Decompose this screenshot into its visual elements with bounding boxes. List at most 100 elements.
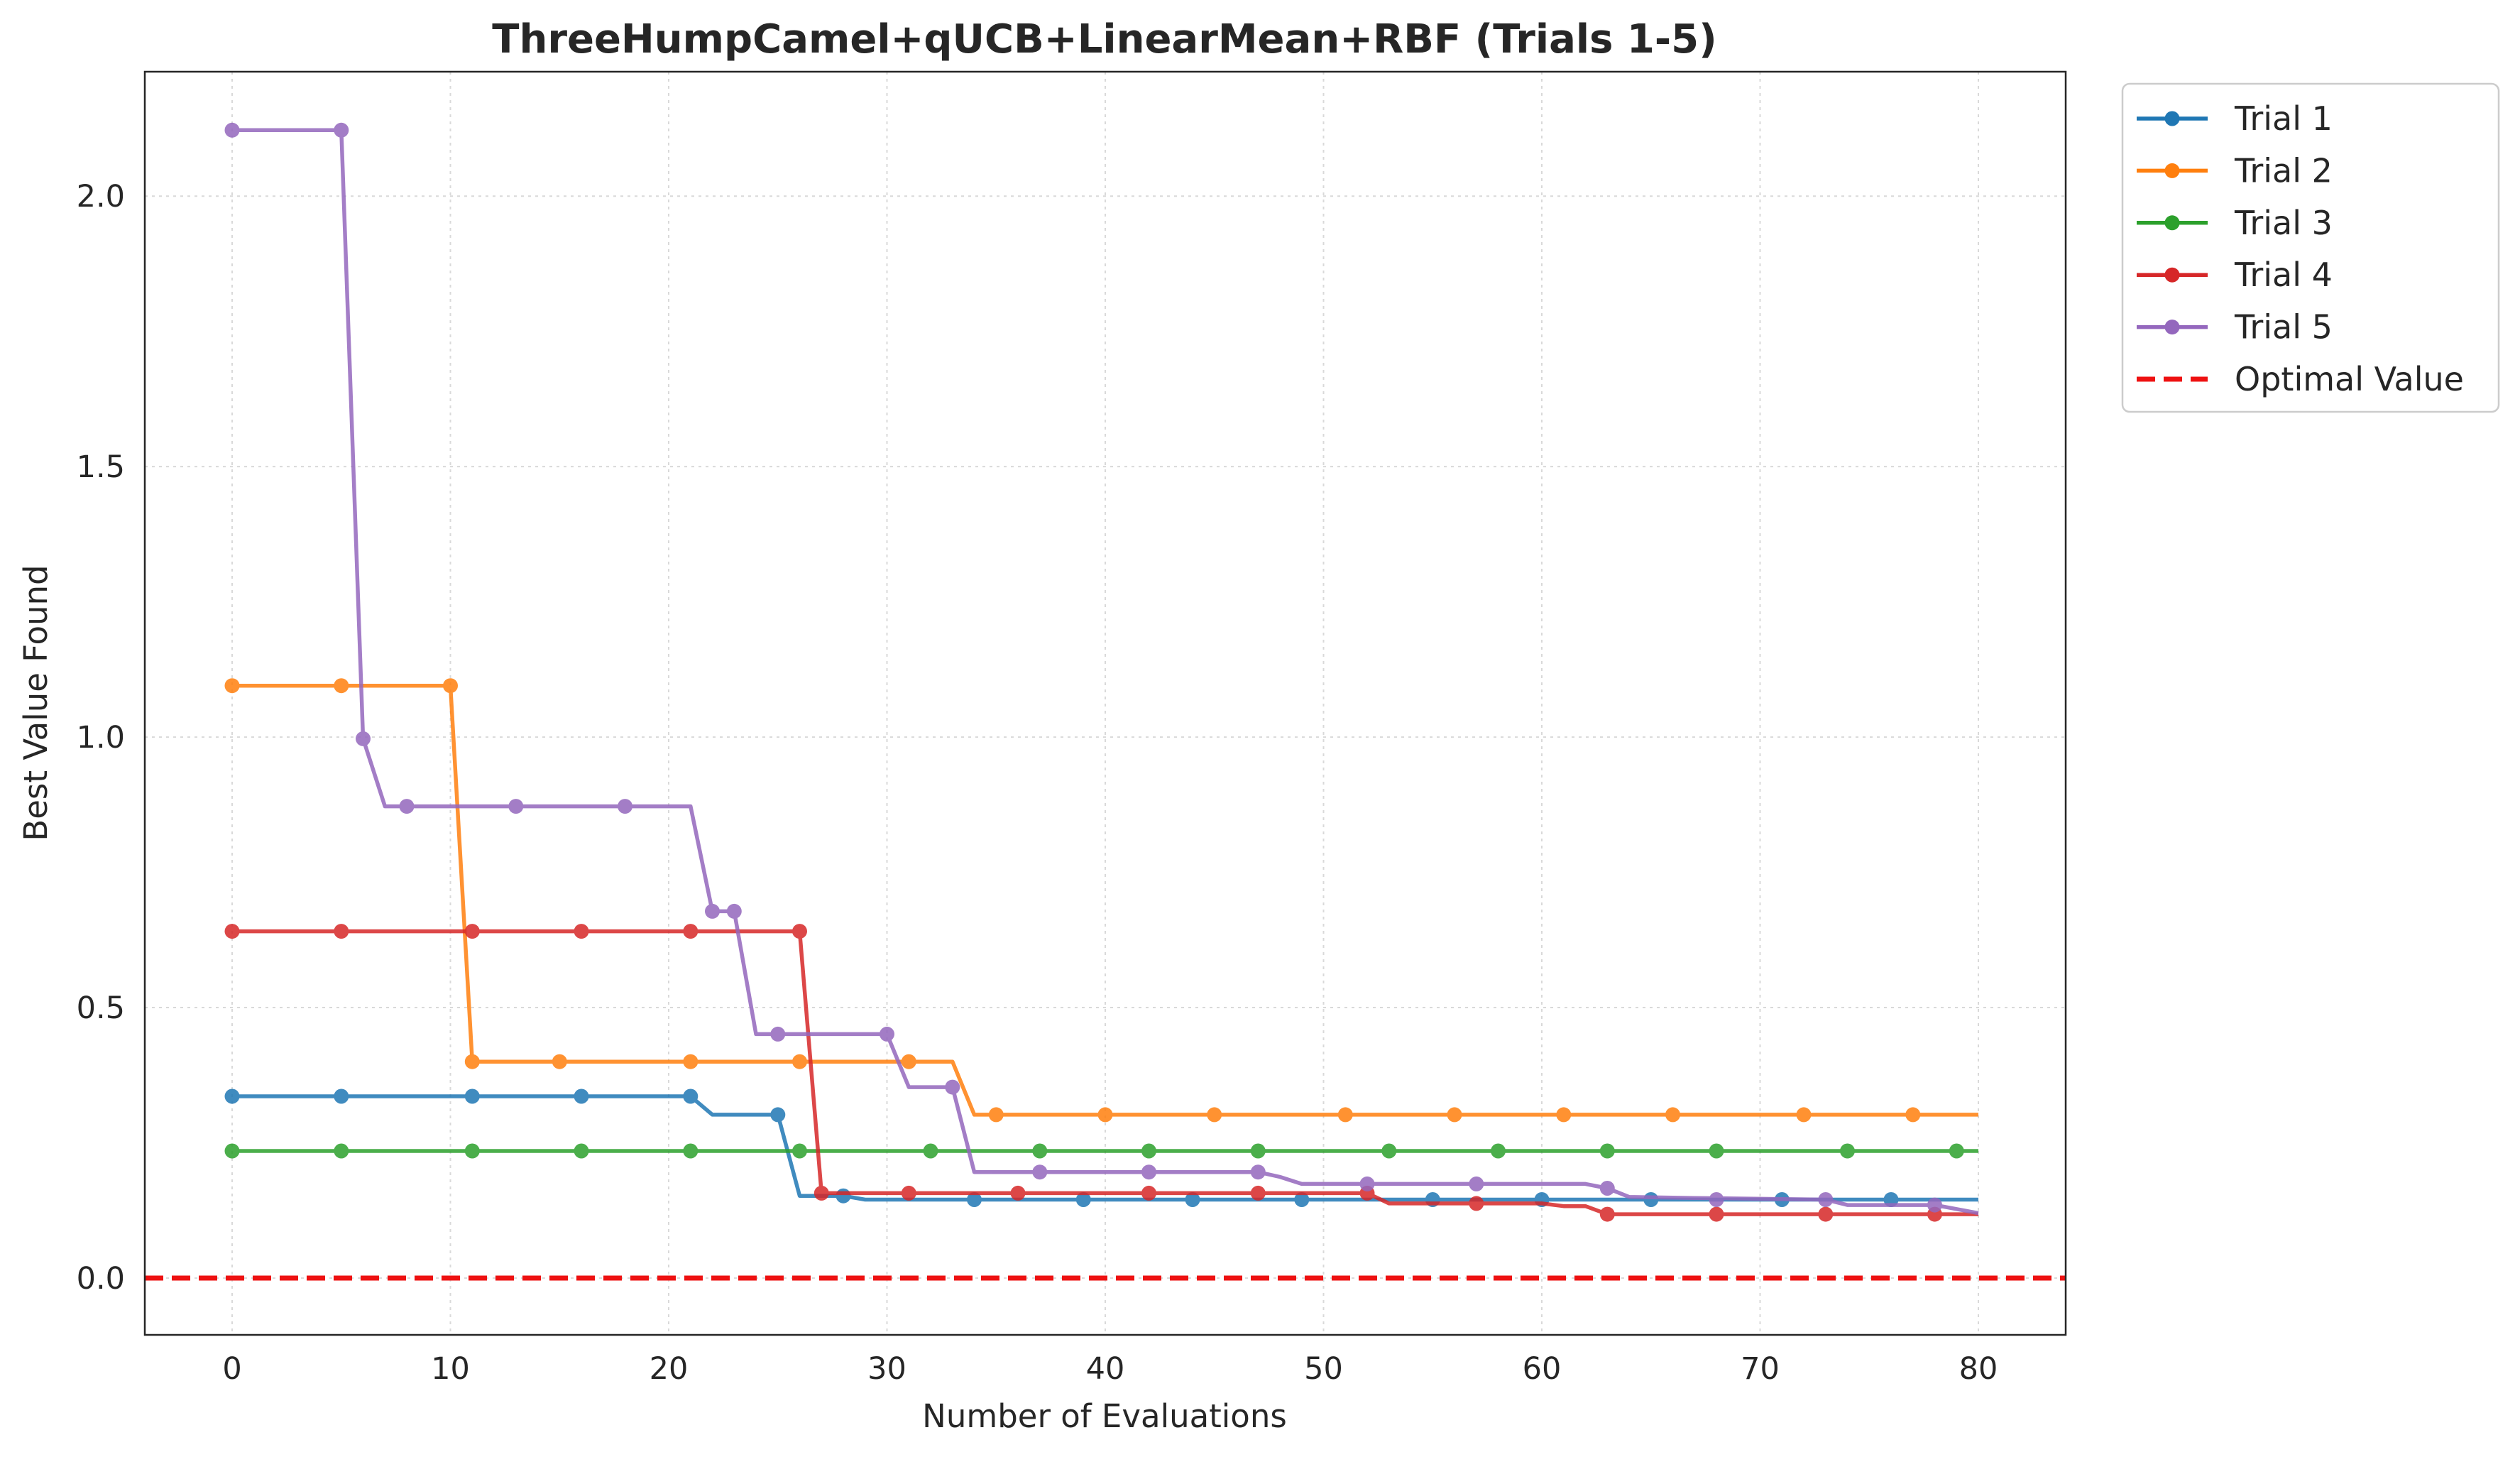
plot-series [224,122,1979,1222]
data-point [334,1143,349,1159]
data-point [1447,1107,1462,1123]
x-tick-label: 50 [1304,1351,1343,1387]
data-point [901,1054,916,1069]
data-point [334,678,349,694]
y-tick-label: 1.5 [77,449,125,485]
data-point [224,122,240,138]
data-point [1032,1143,1048,1159]
data-point [224,1088,240,1104]
data-point [224,1143,240,1159]
data-point [1141,1164,1156,1180]
legend-marker [2164,111,2180,126]
legend-entry: Trial 4 [2137,256,2333,294]
data-point [1491,1143,1506,1159]
data-point [334,1088,349,1104]
data-point [683,1054,699,1069]
data-point [1381,1143,1397,1159]
data-point [1141,1143,1156,1159]
data-point [464,1143,480,1159]
data-point [464,1088,480,1104]
data-point [1359,1176,1375,1191]
x-tick-label: 80 [1959,1351,1998,1387]
data-point [1141,1185,1156,1201]
data-point [1665,1107,1680,1123]
series-trial-3 [224,1143,1978,1159]
data-point [1250,1143,1266,1159]
data-point [1469,1176,1484,1191]
data-point [836,1188,851,1204]
data-point [1207,1107,1222,1123]
data-point [1818,1206,1834,1222]
data-point [1250,1164,1266,1180]
data-point [399,799,415,814]
data-point [792,924,807,939]
data-point [792,1143,807,1159]
y-axis-ticks: 0.0 0.5 1.0 1.5 2.0 [77,179,125,1297]
x-tick-label: 20 [650,1351,689,1387]
series-line [232,683,1978,1117]
data-point [552,1054,567,1069]
data-point [988,1107,1004,1123]
data-point [683,1143,699,1159]
legend-label: Trial 4 [2234,256,2333,294]
data-point [726,903,742,919]
data-point [443,678,458,694]
data-point [1337,1107,1353,1123]
legend-label: Trial 1 [2234,99,2333,138]
data-point [1905,1107,1921,1123]
y-tick-label: 1.0 [77,720,125,755]
legend-entry: Trial 5 [2137,308,2333,346]
data-point [464,1054,480,1069]
data-point [574,1143,589,1159]
x-axis-ticks: 0 10 20 30 40 50 60 70 80 [222,1351,1998,1387]
data-point [574,1088,589,1104]
data-point [1927,1197,1942,1213]
legend-label: Trial 5 [2234,308,2333,346]
data-point [770,1026,786,1042]
data-point [967,1192,982,1207]
x-tick-label: 40 [1086,1351,1125,1387]
data-point [464,924,480,939]
legend-label: Trial 2 [2234,151,2333,190]
data-point [224,924,240,939]
data-point [1032,1164,1048,1180]
legend-entry: Optimal Value [2137,360,2464,398]
legend-entry: Trial 1 [2137,99,2333,138]
legend-marker [2164,163,2180,178]
data-point [705,903,720,919]
data-point [1643,1192,1659,1207]
y-axis-label: Best Value Found [17,564,55,841]
y-tick-label: 2.0 [77,179,125,214]
data-point [1840,1143,1855,1159]
data-point [770,1107,786,1123]
data-point [880,1026,894,1042]
data-point [1599,1143,1615,1159]
x-tick-label: 60 [1523,1351,1562,1387]
data-point [945,1079,960,1095]
series-line [232,929,1978,1216]
data-point [1709,1143,1724,1159]
data-point [923,1143,938,1159]
data-point [792,1054,807,1069]
legend: Trial 1 Trial 2 Trial 3 Trial 4 Trial 5 Optim… [2121,82,2500,413]
data-point [574,924,589,939]
data-point [1796,1107,1812,1123]
series-line [232,1094,1978,1202]
data-point [356,731,371,746]
series-line [232,128,1979,1216]
legend-marker [2164,320,2180,335]
series-trial-1 [224,1088,1978,1207]
data-point [1599,1206,1615,1222]
data-point [1097,1107,1113,1123]
data-point [1010,1185,1026,1201]
x-tick-label: 70 [1741,1351,1780,1387]
legend-marker [2164,267,2180,283]
data-point [1250,1185,1266,1201]
x-axis-label: Number of Evaluations [922,1397,1287,1435]
legend-entry: Trial 2 [2137,151,2333,190]
data-point [683,924,699,939]
y-tick-label: 0.5 [77,991,125,1026]
data-point [1949,1143,1964,1159]
x-tick-label: 0 [222,1351,241,1387]
